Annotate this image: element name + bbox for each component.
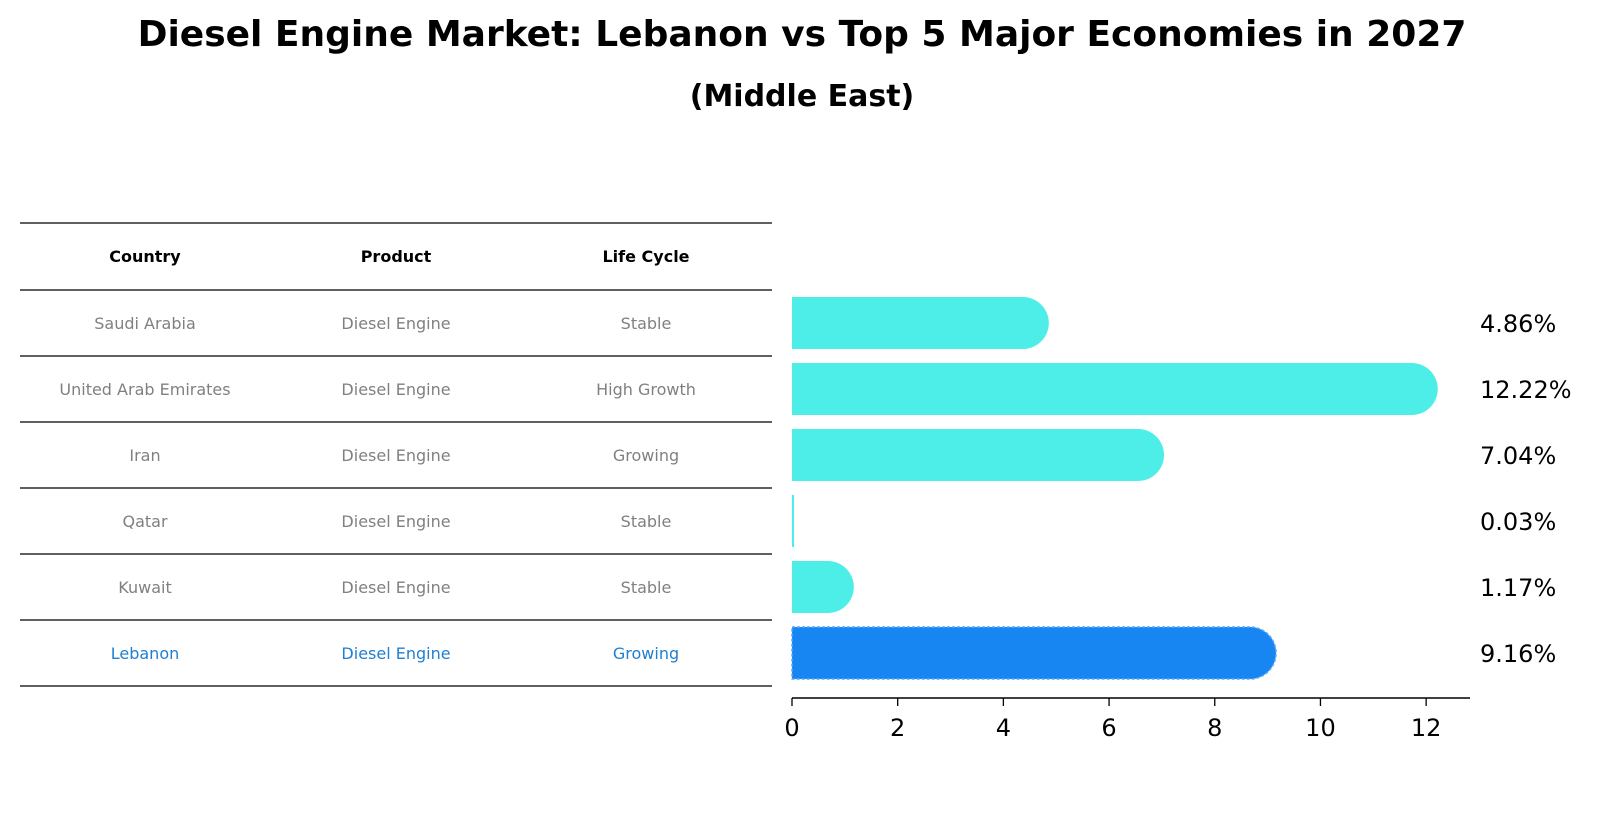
chart-subtitle: (Middle East) [689, 79, 915, 114]
bar-united-arab-emirates [792, 363, 1438, 415]
bar-value-label: 0.03% [1480, 508, 1556, 536]
table-cell: United Arab Emirates [59, 380, 230, 399]
bar-chart: 4.86% 12.22% 7.04% 0.03% 1.17% 9.16% [791, 297, 1572, 680]
table-cell: Lebanon [111, 644, 180, 663]
x-tick-label: 10 [1305, 714, 1336, 742]
bar-qatar [792, 495, 794, 547]
bar-kuwait [792, 561, 854, 613]
table-cell: Diesel Engine [341, 644, 450, 663]
table-cell: Diesel Engine [341, 314, 450, 333]
table-cell: Diesel Engine [341, 512, 450, 531]
table-cell: Kuwait [118, 578, 171, 597]
x-tick-label: 12 [1411, 714, 1442, 742]
country-table: Country Product Life Cycle Saudi Arabia Dies… [20, 222, 772, 687]
table-cell: Growing [613, 446, 679, 465]
bar-value-label: 1.17% [1480, 574, 1556, 602]
x-tick-label: 2 [890, 714, 905, 742]
table-header-cell: Life Cycle [602, 247, 689, 266]
x-tick-label: 8 [1207, 714, 1222, 742]
table-cell: Stable [621, 314, 672, 333]
table-cell: Diesel Engine [341, 446, 450, 465]
x-axis: 0 2 4 6 8 10 12 [784, 697, 1470, 742]
bar-lebanon [791, 626, 1277, 680]
table-cell: Diesel Engine [341, 380, 450, 399]
table-header-cell: Country [109, 247, 181, 266]
x-tick-label: 4 [996, 714, 1011, 742]
bar-iran [792, 429, 1165, 481]
bar-value-label: 4.86% [1480, 310, 1556, 338]
bar-value-label: 9.16% [1480, 640, 1556, 668]
table-cell: Iran [129, 446, 160, 465]
table-cell: Growing [613, 644, 679, 663]
table-cell: Stable [621, 512, 672, 531]
table-cell: High Growth [596, 380, 696, 399]
table-header-cell: Product [361, 247, 432, 266]
bar-value-label: 12.22% [1480, 376, 1572, 404]
table-cell: Saudi Arabia [94, 314, 196, 333]
table-cell: Diesel Engine [341, 578, 450, 597]
x-tick-label: 6 [1101, 714, 1116, 742]
table-cell: Qatar [122, 512, 167, 531]
bar-value-label: 7.04% [1480, 442, 1556, 470]
chart-title: Diesel Engine Market: Lebanon vs Top 5 M… [137, 14, 1467, 55]
bar-saudi-arabia [792, 297, 1049, 349]
x-tick-label: 0 [784, 714, 799, 742]
table-cell: Stable [621, 578, 672, 597]
